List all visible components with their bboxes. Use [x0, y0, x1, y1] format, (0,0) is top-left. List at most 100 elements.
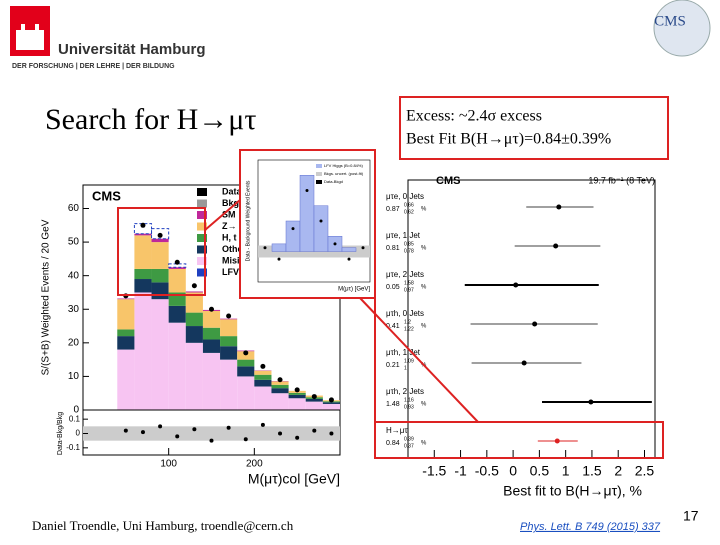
x-tick-label: 2.5: [635, 463, 655, 479]
data-point: [292, 227, 295, 230]
y-tick-label: 50: [68, 237, 80, 248]
reference-link[interactable]: Phys. Lett. B 749 (2015) 337: [520, 521, 661, 533]
stack-segment: [323, 404, 340, 410]
university-name: Universität Hamburg: [58, 41, 206, 58]
stack-segment: [271, 385, 288, 388]
excess-box: [400, 97, 668, 159]
y-tick-label: 20: [68, 337, 80, 348]
signal-bar: [300, 175, 314, 251]
stack-segment: [254, 380, 271, 387]
x-tick-label: -1: [454, 463, 467, 479]
legend-swatch: [197, 200, 207, 208]
category-label: H→μτ: [386, 426, 408, 435]
err-down-label: 1: [404, 365, 407, 371]
err-up-label: 1.09: [404, 358, 414, 364]
ratio-point: [244, 437, 248, 441]
x-tick-label: 1.5: [582, 463, 602, 479]
legend-swatch: [316, 172, 322, 176]
unit-label: %: [421, 441, 427, 447]
experiment-logo-text: CMS: [654, 13, 686, 29]
value-label: 0.21: [386, 362, 400, 369]
stack-segment: [237, 360, 254, 367]
stack-segment: [152, 269, 169, 282]
signal-bar: [342, 248, 356, 252]
y-tick-label: 30: [68, 304, 80, 315]
ratio-point: [261, 423, 265, 427]
stack-segment: [254, 386, 271, 410]
data-point: [192, 283, 197, 288]
data-point: [209, 307, 214, 312]
category-label: μτe, 1 Jet: [386, 231, 421, 240]
x-tick-label: 0.5: [530, 463, 550, 479]
best-fit-point: [532, 322, 537, 327]
stack-segment: [186, 291, 203, 292]
stack-segment: [323, 402, 340, 404]
data-point: [260, 364, 265, 369]
ratio-y-tick-label: 0: [76, 429, 81, 438]
ratio-point: [192, 427, 196, 431]
err-down-label: 0.93: [404, 404, 414, 410]
legend-label: H, t: [222, 232, 237, 242]
data-point: [226, 313, 231, 318]
value-label: 0.84: [386, 440, 400, 447]
err-up-label: 0.66: [404, 202, 414, 208]
signal-bar: [286, 221, 300, 252]
x-tick-label: -1.5: [422, 463, 446, 479]
footer-author: Daniel Troendle, Uni Hamburg, troendle@c…: [32, 518, 294, 533]
legend-label: Misi: [222, 255, 240, 265]
err-up-label: 1.16: [404, 397, 414, 403]
signal-bar: [314, 206, 328, 252]
data-point: [243, 350, 248, 355]
legend-swatch: [316, 180, 322, 184]
err-up-label: 0.85: [404, 241, 414, 247]
stack-segment: [271, 393, 288, 410]
legend-label: Data-Bkgd: [324, 179, 343, 184]
y-axis-label: S/(S+B) Weighted Events / 20 GeV: [41, 219, 52, 375]
stack-segment: [306, 399, 323, 402]
y-tick-label: 40: [68, 270, 80, 281]
excess-line: Best Fit B(H→μτ)=0.84±0.39%: [406, 131, 611, 148]
stack-segment: [152, 299, 169, 410]
stack-segment: [134, 235, 151, 269]
err-down-label: 0.97: [404, 287, 414, 293]
stack-segment: [169, 306, 186, 323]
stack-segment: [117, 299, 134, 300]
data-point: [329, 397, 334, 402]
x-tick-label: 2: [614, 463, 622, 479]
stack-segment: [169, 269, 186, 293]
stack-segment: [220, 360, 237, 410]
stack-segment: [306, 402, 323, 410]
signal-bar: [272, 244, 286, 252]
legend-label: LFV Higgs (B=0.84%): [324, 163, 363, 168]
ratio-y-label: Data-Bkg/Bkg: [57, 412, 64, 455]
y-tick-label: 60: [68, 203, 80, 214]
plot-frame: [408, 180, 655, 458]
stack-segment: [169, 323, 186, 410]
stack-segment: [220, 319, 237, 320]
page-number: 17: [683, 508, 699, 524]
err-up-label: 0.39: [404, 436, 414, 442]
err-down-label: 0.62: [404, 209, 414, 215]
tagline: DER FORSCHUNG | DER LEHRE | DER BILDUNG: [12, 63, 175, 70]
stack-segment: [254, 371, 271, 375]
unit-label: %: [421, 324, 427, 330]
stack-segment: [203, 353, 220, 410]
legend-label: Z→: [222, 221, 237, 231]
stack-segment: [203, 339, 220, 352]
ratio-point: [141, 430, 145, 434]
uncertainty-band: [83, 426, 340, 440]
value-label: 1.48: [386, 401, 400, 408]
stack-segment: [203, 328, 220, 340]
data-point: [320, 220, 323, 223]
ratio-point: [124, 429, 128, 433]
stack-segment: [237, 376, 254, 410]
err-down-label: 0.37: [404, 443, 414, 449]
y-tick-label: 10: [68, 371, 80, 382]
best-fit-point: [555, 439, 560, 444]
stack-segment: [117, 350, 134, 410]
stack-segment: [220, 346, 237, 359]
x-tick-label: 200: [246, 459, 263, 470]
unit-label: %: [421, 285, 427, 291]
stack-segment: [134, 269, 151, 279]
